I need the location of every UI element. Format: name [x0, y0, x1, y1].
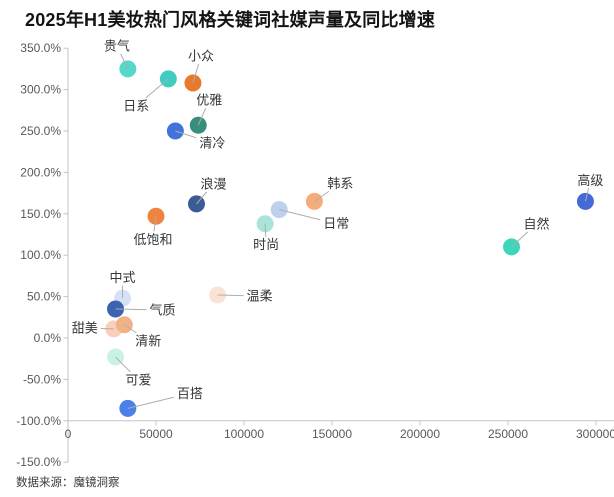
label-leader-line — [175, 130, 197, 139]
x-axis-tick-label: 250000 — [488, 427, 528, 441]
y-axis-tick-label: 50.0% — [27, 290, 61, 304]
y-axis-tick-label: -100.0% — [16, 414, 61, 428]
data-point-label: 优雅 — [196, 93, 222, 108]
y-axis-tick-label: 250.0% — [20, 124, 61, 138]
x-axis-tick-label: 300000 — [576, 427, 614, 441]
y-axis-tick-label: 150.0% — [20, 207, 61, 221]
data-point-label: 韩系 — [327, 176, 353, 191]
x-axis-tick-label: 150000 — [312, 427, 352, 441]
data-source-note: 数据来源：魔镜洞察 — [16, 477, 120, 489]
label-leader-line — [115, 356, 131, 373]
label-leader-line — [584, 188, 590, 202]
data-point-label: 清新 — [135, 333, 161, 348]
x-axis-tick-label: 200000 — [400, 427, 440, 441]
data-point-label: 低饱和 — [133, 232, 172, 247]
x-axis-tick-label: 100000 — [224, 427, 264, 441]
data-point-label: 日系 — [123, 98, 149, 113]
label-leader-line — [264, 223, 267, 237]
x-axis-tick-label: 0 — [65, 427, 72, 441]
label-leader-line — [197, 108, 207, 126]
data-point-label: 浪漫 — [200, 176, 226, 191]
label-leader-line — [279, 209, 321, 221]
y-axis-tick-label: 0.0% — [34, 331, 62, 345]
label-leader-line — [192, 63, 200, 84]
data-point-label: 时尚 — [253, 237, 279, 252]
x-axis-tick-label: 50000 — [139, 427, 173, 441]
label-leader-line — [127, 396, 174, 409]
y-axis-tick-label: 350.0% — [20, 41, 61, 55]
y-axis-tick-label: -150.0% — [16, 455, 61, 469]
label-leader-line — [124, 324, 137, 334]
data-point-label: 百搭 — [177, 386, 203, 401]
data-point-label: 高级 — [577, 173, 603, 188]
label-leader-line — [115, 308, 147, 311]
data-point-label: 甜美 — [72, 320, 98, 335]
y-axis-tick-label: 100.0% — [20, 248, 61, 262]
data-point-label: 气质 — [150, 303, 176, 318]
label-leader-line — [196, 191, 208, 205]
label-leader-line — [153, 216, 157, 232]
data-point-label: 自然 — [524, 216, 550, 231]
data-point-label: 中式 — [110, 270, 136, 285]
data-point-label: 小众 — [188, 48, 214, 63]
label-leader-line — [511, 231, 529, 248]
chart-title: 2025年H1美妆热门风格关键词社媒声量及同比增速 — [25, 10, 436, 30]
data-point-label: 可爱 — [126, 373, 152, 388]
label-leader-line — [314, 190, 330, 202]
y-axis-tick-label: 300.0% — [20, 83, 61, 97]
label-leader-line — [120, 53, 129, 70]
data-point[interactable] — [189, 116, 207, 134]
label-leader-line — [217, 294, 244, 297]
data-point-label: 清冷 — [199, 136, 225, 151]
data-point-label: 贵气 — [104, 38, 130, 53]
data-point-label: 温柔 — [247, 288, 273, 303]
y-axis-tick-label: 200.0% — [20, 165, 61, 179]
label-leader-line — [145, 78, 169, 99]
data-point-label: 日常 — [323, 216, 349, 231]
y-axis-tick-label: -50.0% — [23, 372, 61, 386]
